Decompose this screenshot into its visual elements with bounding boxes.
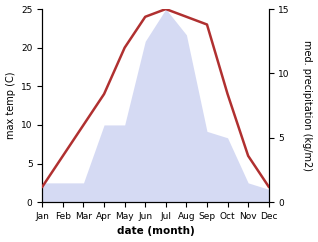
Y-axis label: max temp (C): max temp (C) xyxy=(5,72,16,139)
Y-axis label: med. precipitation (kg/m2): med. precipitation (kg/m2) xyxy=(302,40,313,171)
X-axis label: date (month): date (month) xyxy=(117,227,194,236)
